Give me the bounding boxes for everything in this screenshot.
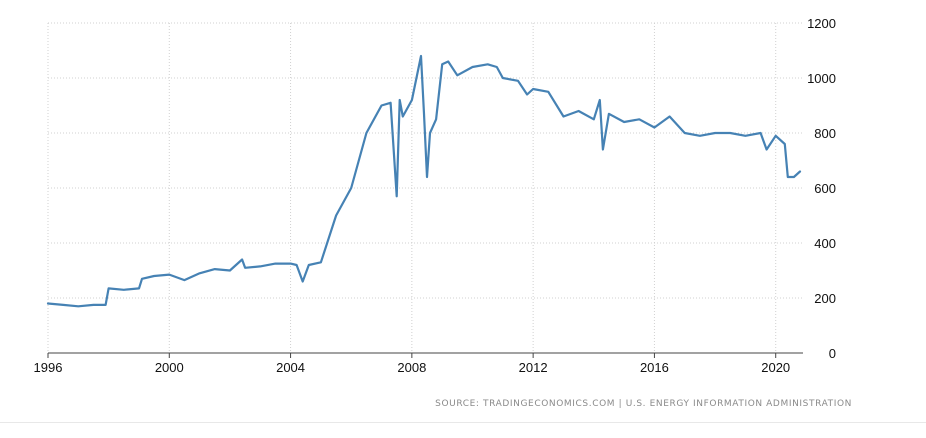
x-tick-label: 2004: [276, 360, 305, 375]
series-line: [46, 54, 802, 308]
source-credit: SOURCE: TRADINGECONOMICS.COM | U.S. ENER…: [435, 399, 852, 409]
y-tick-label: 1200: [807, 16, 836, 31]
y-tick-label: 800: [814, 126, 836, 141]
y-tick-label: 1000: [807, 71, 836, 86]
x-tick-label: 2012: [519, 360, 548, 375]
x-tick-label: 1996: [34, 360, 63, 375]
y-tick-label: 0: [829, 346, 836, 361]
y-tick-label: 400: [814, 236, 836, 251]
y-tick-label: 600: [814, 181, 836, 196]
x-tick-label: 2016: [640, 360, 669, 375]
x-tick-label: 2020: [761, 360, 790, 375]
y-tick-label: 200: [814, 291, 836, 306]
bottom-divider: [0, 422, 926, 423]
x-tick-label: 2000: [155, 360, 184, 375]
x-tick-label: 2008: [397, 360, 426, 375]
